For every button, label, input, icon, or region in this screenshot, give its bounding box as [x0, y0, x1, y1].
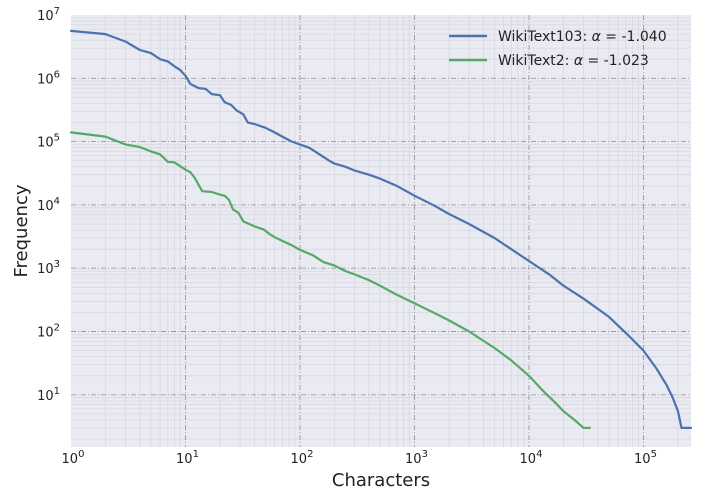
legend-label-wikitext2: WikiText2: α = -1.023	[498, 53, 649, 69]
x-tick-label: 101	[176, 449, 199, 467]
x-axis-title: Characters	[332, 470, 430, 491]
y-tick-label: 101	[37, 386, 60, 404]
minor-grid	[71, 15, 691, 447]
y-tick-label: 105	[37, 133, 60, 151]
x-tick-label: 105	[634, 449, 657, 467]
y-tick-label: 103	[37, 259, 60, 277]
legend-label-wikitext103: WikiText103: α = -1.040	[498, 29, 667, 45]
y-tick-labels: 101 102 103 104 105 106 107	[37, 6, 60, 404]
legend: WikiText103: α = -1.040 WikiText2: α = -…	[449, 29, 667, 69]
x-tick-label: 103	[405, 449, 428, 467]
major-grid	[71, 15, 691, 447]
x-tick-labels: 100 101 102 103 104 105	[62, 449, 657, 467]
y-axis-title: Frequency	[11, 184, 32, 277]
x-tick-label: 100	[62, 449, 85, 467]
series-layer	[69, 29, 693, 429]
y-tick-label: 102	[37, 323, 60, 341]
y-tick-label: 106	[37, 69, 60, 87]
series-line-wikitext103	[69, 29, 693, 429]
series-line-wikitext2	[69, 131, 591, 429]
y-tick-label: 104	[37, 196, 60, 214]
y-tick-label: 107	[37, 6, 60, 24]
x-tick-label: 104	[520, 449, 543, 467]
x-tick-label: 102	[291, 449, 314, 467]
